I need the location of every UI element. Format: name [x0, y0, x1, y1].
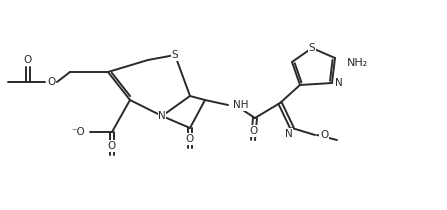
Text: O: O	[47, 77, 55, 87]
Text: ⁻O: ⁻O	[71, 127, 85, 137]
Text: O: O	[249, 126, 257, 136]
Text: N: N	[158, 111, 166, 121]
Text: O: O	[24, 55, 32, 65]
Text: S: S	[309, 43, 315, 53]
Text: S: S	[172, 50, 178, 60]
Text: O: O	[186, 134, 194, 144]
Text: O: O	[108, 141, 116, 151]
Text: NH₂: NH₂	[347, 58, 368, 68]
Text: O: O	[320, 130, 328, 140]
Text: N: N	[335, 78, 343, 88]
Text: NH: NH	[233, 100, 249, 110]
Text: N: N	[285, 129, 293, 139]
